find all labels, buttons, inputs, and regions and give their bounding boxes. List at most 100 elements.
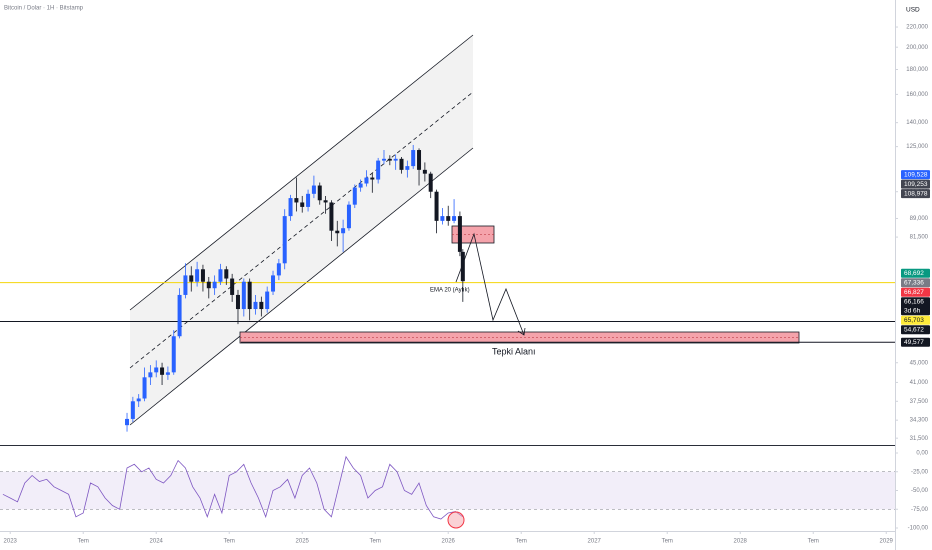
arrow-head — [517, 327, 526, 336]
price-label-box — [901, 337, 930, 347]
price-label: 68,692 — [904, 270, 924, 277]
candle-body — [171, 336, 176, 373]
candle-body — [276, 263, 281, 276]
price-label: 66,827 — [904, 289, 924, 296]
price-label-box — [901, 179, 930, 189]
price-label: 49,577 — [904, 339, 924, 346]
candle-body — [364, 177, 369, 184]
candle-body — [434, 191, 439, 221]
x-tick-label: 2028 — [734, 539, 748, 545]
price-label-box — [901, 268, 930, 278]
candle-body — [224, 269, 229, 279]
y-tick-label: 45,000 — [910, 360, 929, 366]
candle-body — [154, 367, 159, 373]
candle-body — [306, 193, 311, 207]
x-tick-label: Tem — [662, 539, 673, 545]
candle-body — [460, 251, 465, 282]
rsi-band — [0, 471, 895, 510]
candle-body — [189, 275, 194, 282]
y-tick-label: 160,000 — [906, 92, 928, 98]
candle-body — [417, 150, 422, 170]
y-tick-label: 220,000 — [906, 25, 928, 31]
candle-body — [136, 398, 141, 402]
ema-label: EMA 20 (Aylık) — [430, 288, 470, 294]
candle-body — [411, 150, 416, 167]
candle-body — [288, 198, 293, 217]
candle-body — [235, 294, 240, 310]
rsi-tick-label: 0,00 — [916, 451, 928, 457]
price-label-box — [901, 315, 930, 325]
candle-body — [183, 275, 188, 295]
candle-body — [346, 204, 351, 229]
x-tick-label: Tem — [370, 539, 381, 545]
candle-body — [446, 216, 451, 221]
rsi-tick-label: -25,00 — [911, 469, 929, 475]
x-tick-label: Tem — [78, 539, 89, 545]
x-tick-label: Tem — [808, 539, 819, 545]
price-label-box — [901, 297, 930, 316]
candle-body — [241, 281, 246, 310]
x-tick-label: Tem — [224, 539, 235, 545]
rsi-line — [2, 455, 464, 520]
candle-body — [329, 202, 334, 231]
price-label-countdown: 3d 6h — [904, 307, 921, 314]
rsi-highlight — [447, 511, 465, 529]
candle-body — [440, 216, 445, 221]
price-label: 108,978 — [904, 190, 928, 197]
candle-body — [130, 401, 135, 419]
candle-body — [165, 372, 170, 375]
candle-body — [422, 169, 427, 174]
candle-body — [271, 275, 276, 292]
candle-body — [381, 158, 386, 161]
candle-body — [399, 158, 404, 170]
y-tick-label: 200,000 — [906, 45, 928, 51]
candle-body — [253, 301, 258, 310]
candle-body — [335, 230, 340, 234]
y-tick-label: 34,300 — [910, 418, 929, 424]
price-label: 54,672 — [904, 326, 924, 333]
candle-body — [300, 202, 305, 207]
candle-body — [317, 185, 322, 201]
candle-body — [452, 216, 457, 221]
candle-body — [230, 278, 235, 295]
candle-body — [457, 216, 462, 252]
candle-body — [160, 367, 165, 375]
candle-body — [341, 228, 346, 234]
y-tick-label: 41,000 — [910, 380, 929, 386]
x-tick-label: 2023 — [4, 539, 18, 545]
price-label: 67,336 — [904, 279, 924, 286]
rsi-tick-label: -75,00 — [911, 507, 929, 513]
chart-title: Bitcoin / Dolar · 1H · Bitstamp — [4, 6, 84, 12]
price-label-box — [901, 189, 930, 199]
candle-body — [370, 177, 375, 180]
rsi-tick-label: -100,00 — [908, 526, 929, 532]
zone-label: Tepki Alanı — [492, 346, 536, 356]
candle-body — [282, 216, 287, 264]
x-tick-label: Tem — [516, 539, 527, 545]
rsi-tick-label: -50,00 — [911, 488, 929, 494]
channel-lower — [129, 147, 474, 426]
candle-body — [200, 269, 205, 282]
price-label-box — [901, 170, 930, 180]
y-tick-label: 81,500 — [910, 235, 929, 241]
candle-body — [393, 158, 398, 161]
price-label: 109,528 — [904, 171, 928, 178]
price-label-box — [901, 287, 930, 297]
candle-body — [294, 198, 299, 203]
channel-upper — [129, 34, 474, 311]
candle-body — [125, 418, 130, 426]
y-tick-label: 31,500 — [910, 436, 929, 442]
candle-body — [323, 200, 328, 203]
candle-body — [218, 269, 223, 282]
candle-body — [212, 281, 217, 289]
candle-body — [428, 173, 433, 192]
y-tick-label: 140,000 — [906, 120, 928, 126]
candle-body — [247, 281, 252, 310]
candle-body — [195, 269, 200, 282]
candle-body — [259, 301, 264, 310]
candle-body — [387, 158, 392, 161]
x-tick-label: 2025 — [296, 539, 310, 545]
y-tick-label: 37,500 — [910, 399, 929, 405]
reaction-zone — [239, 331, 800, 344]
